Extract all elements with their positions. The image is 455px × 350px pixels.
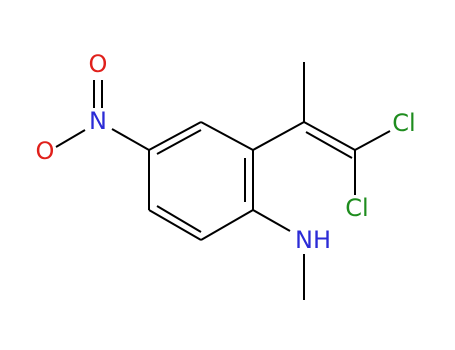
bond bbox=[354, 130, 391, 151]
bond-inner bbox=[156, 129, 202, 155]
bond bbox=[252, 209, 291, 232]
bond-inner bbox=[305, 131, 353, 159]
bond bbox=[200, 121, 254, 151]
bond bbox=[55, 129, 86, 148]
bonds bbox=[55, 62, 391, 300]
atom-label: Cl bbox=[345, 194, 368, 222]
bond bbox=[148, 209, 202, 241]
bond-inner bbox=[156, 205, 202, 233]
bond bbox=[111, 128, 150, 151]
bond bbox=[303, 121, 356, 151]
bond bbox=[200, 209, 254, 241]
atom-label: O bbox=[36, 137, 55, 165]
bond bbox=[148, 121, 202, 151]
atom-label: NH bbox=[295, 226, 331, 254]
atom-label: N bbox=[89, 107, 107, 135]
bond bbox=[252, 121, 305, 151]
atom-label: Cl bbox=[392, 109, 415, 137]
atom-label: O bbox=[89, 50, 108, 78]
